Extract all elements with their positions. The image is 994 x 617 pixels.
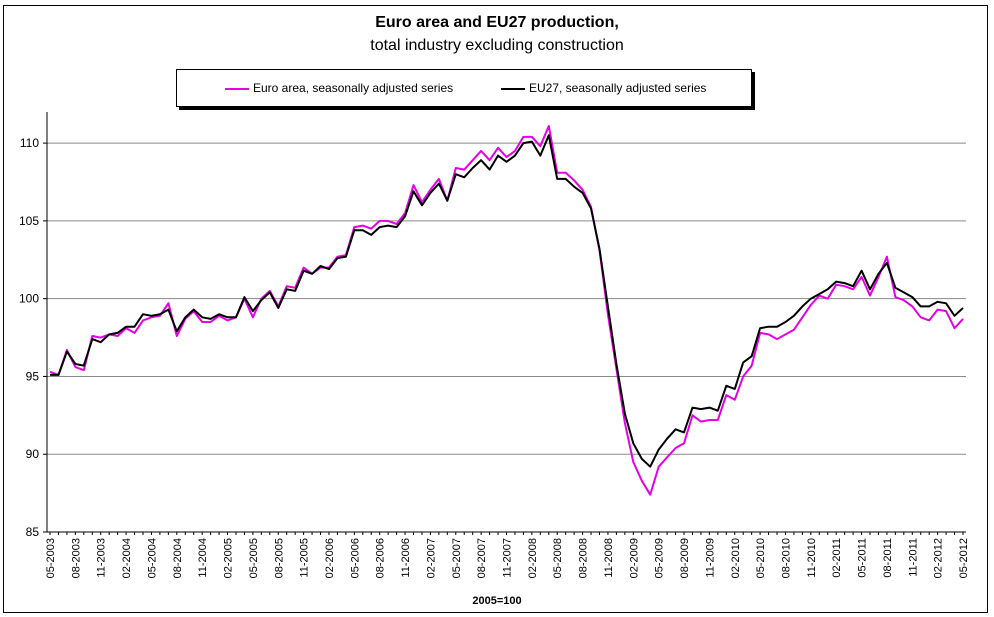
series-lines (49, 125, 964, 496)
x-tick-label: 05-2012 (958, 538, 970, 578)
y-tick-label: 100 (19, 292, 39, 306)
x-tick-label: 02-2011 (831, 538, 843, 578)
x-tick-label: 05-2005 (248, 538, 260, 578)
x-tick-label: 08-2008 (578, 538, 590, 578)
x-axis-label: 2005=100 (472, 595, 522, 607)
x-tick-label: 02-2004 (121, 538, 133, 578)
y-tick-label: 110 (20, 136, 39, 150)
x-tick-label: 08-2006 (375, 538, 387, 578)
legend-item-eu27: EU27, seasonally adjusted series (501, 81, 706, 95)
x-tick-label: 05-2010 (755, 538, 767, 578)
x-tick-label: 11-2006 (400, 538, 412, 578)
y-axis-ticks: 85 90 95 100 105 110 (19, 136, 47, 539)
x-tick-label: 08-2011 (882, 538, 894, 578)
x-tick-label: 02-2010 (730, 538, 742, 578)
y-tick-label: 105 (19, 214, 39, 228)
x-tick-label: 08-2007 (476, 538, 488, 578)
legend-label-eu27: EU27, seasonally adjusted series (529, 81, 707, 95)
x-tick-label: 05-2008 (552, 538, 564, 578)
x-tick-label: 05-2011 (857, 538, 869, 578)
legend-item-euro-area: Euro area, seasonally adjusted series (225, 81, 453, 95)
x-tick-label: 08-2005 (273, 538, 285, 578)
legend-swatch-eu27 (501, 87, 525, 90)
x-tick-label: 08-2009 (679, 538, 691, 578)
chart-subtitle: total industry excluding construction (370, 37, 624, 54)
x-tick-label: 02-2008 (527, 538, 539, 578)
x-tick-label: 11-2009 (704, 538, 716, 578)
x-tick-label: 02-2009 (628, 538, 640, 578)
gridlines (47, 142, 966, 455)
x-tick-label: 11-2004 (197, 538, 209, 578)
x-tick-label: 08-2004 (172, 538, 184, 578)
chart-title: Euro area and EU27 production, (375, 14, 619, 31)
x-tick-label: 11-2007 (502, 538, 514, 578)
x-axis-ticks: 05-2003 08-2003 11-2003 02-2004 05-2004 08-20… (45, 532, 970, 578)
series-line-euro-area (49, 125, 964, 496)
series-line-eu27 (50, 134, 964, 468)
y-tick-label: 85 (26, 525, 40, 539)
legend-swatch-euro-area (225, 87, 249, 90)
x-tick-label: 11-2008 (603, 538, 615, 578)
legend-label-euro-area: Euro area, seasonally adjusted series (253, 81, 454, 95)
x-tick-label: 08-2003 (70, 538, 82, 578)
x-tick-label: 11-2010 (806, 538, 818, 578)
x-tick-label: 05-2009 (654, 538, 666, 578)
x-tick-label: 11-2011 (907, 538, 919, 577)
x-tick-label: 05-2007 (451, 538, 463, 578)
x-tick-label: 11-2003 (96, 538, 108, 578)
y-tick-label: 95 (26, 369, 40, 383)
legend: Euro area, seasonally adjusted series EU… (176, 69, 752, 107)
y-tick-label: 90 (26, 447, 40, 461)
x-tick-label: 11-2005 (299, 538, 311, 578)
axes (46, 112, 966, 533)
x-tick-label: 02-2006 (324, 538, 336, 578)
x-tick-label: 02-2007 (425, 538, 437, 578)
x-tick-label: 02-2012 (933, 538, 945, 578)
x-tick-label: 05-2004 (146, 538, 158, 578)
x-tick-label: 08-2010 (780, 538, 792, 578)
x-tick-label: 05-2006 (349, 538, 361, 578)
x-tick-label: 05-2003 (45, 538, 57, 578)
x-tick-label: 02-2005 (223, 538, 235, 578)
